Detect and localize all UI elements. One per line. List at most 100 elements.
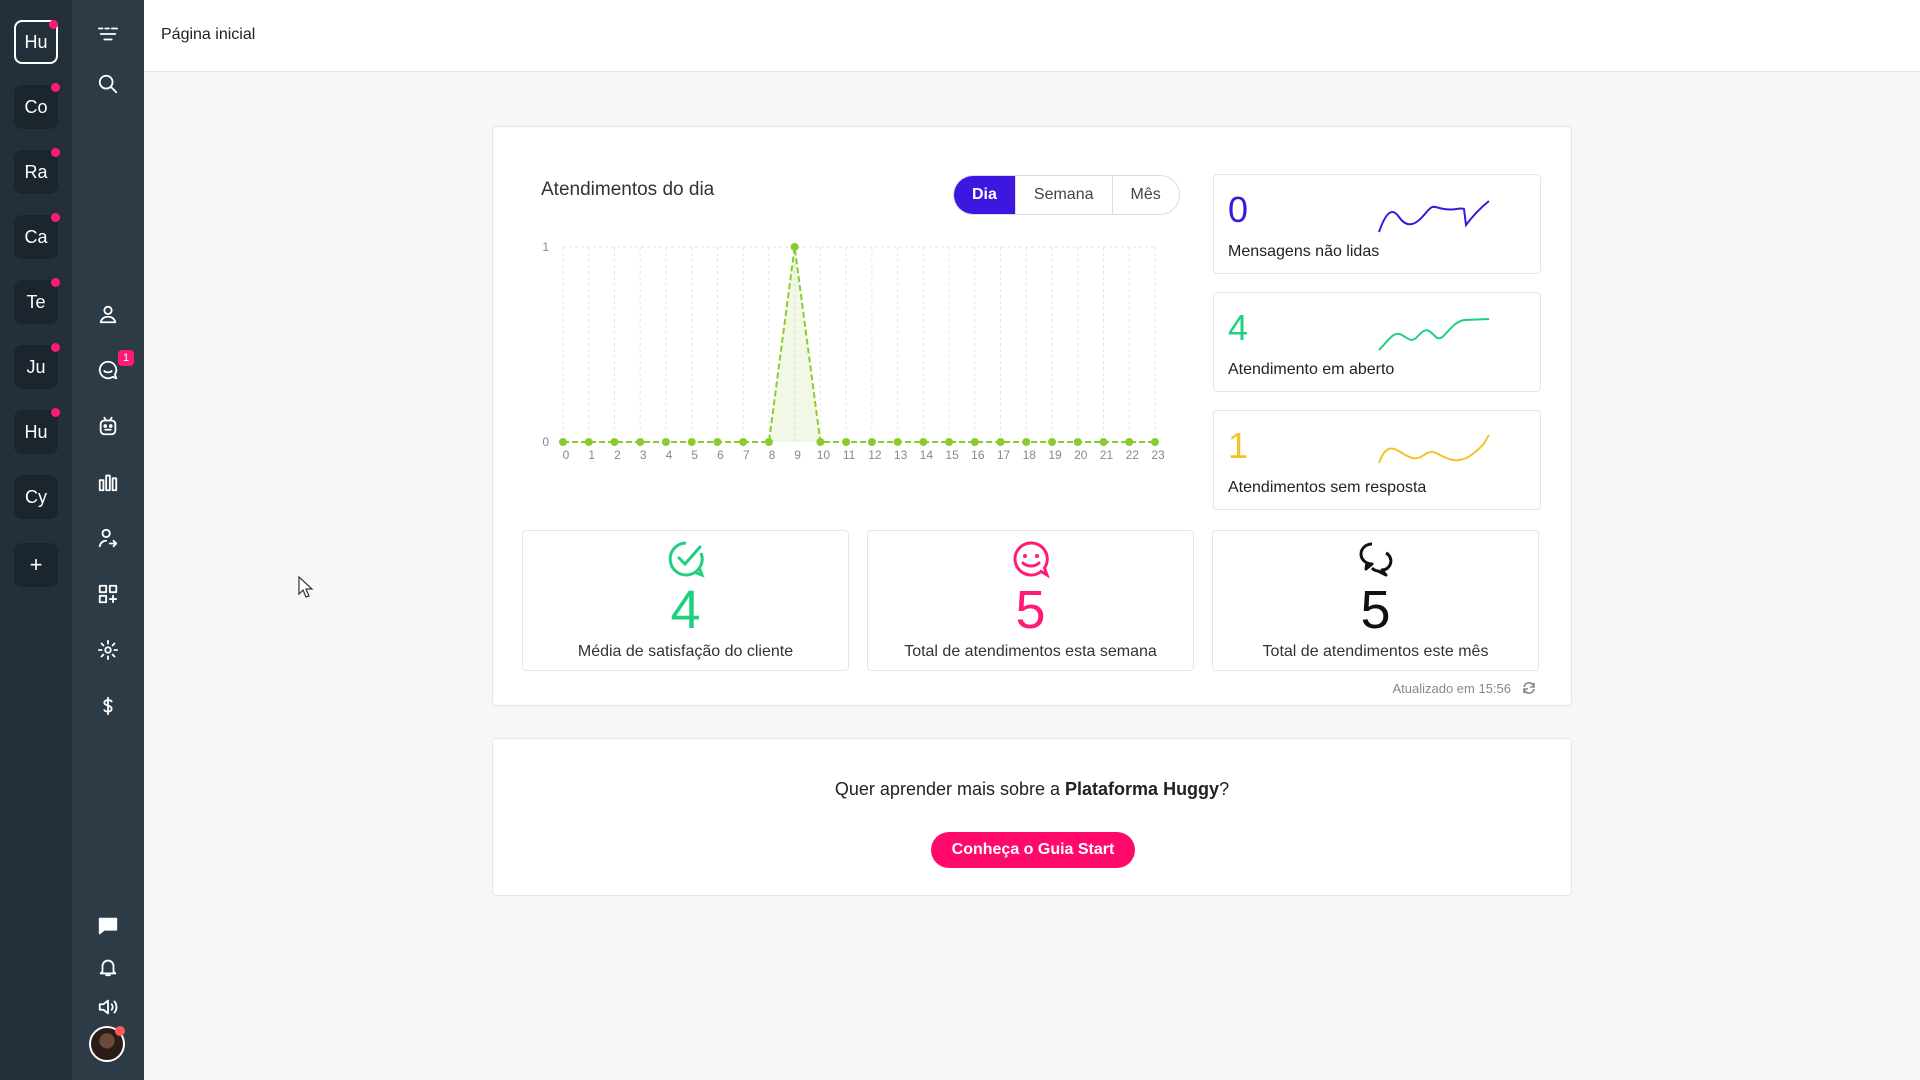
- y-tick-label: 0: [542, 435, 549, 449]
- contacts-icon[interactable]: [96, 302, 120, 326]
- data-point: [893, 438, 902, 446]
- kpi-no-response: 1 Atendimentos sem resposta: [1213, 410, 1541, 510]
- data-point: [919, 438, 928, 446]
- notification-dot: [51, 213, 60, 222]
- attendance-line-chart: 010 1 2 3 4 5 6 7 8 9 10 11 12 13 14 15 16 17 18 19 20 21 22 23: [542, 240, 1165, 462]
- user-avatar[interactable]: [89, 1026, 125, 1062]
- search-icon[interactable]: [96, 72, 120, 96]
- data-point: [945, 438, 954, 446]
- data-point: [661, 438, 670, 446]
- kpi-label: Atendimentos sem resposta: [1228, 479, 1427, 496]
- data-point: [584, 438, 593, 446]
- x-tick-label: 18: [1023, 448, 1037, 462]
- chart-title: Atendimentos do dia: [541, 179, 715, 200]
- data-point: [687, 438, 696, 446]
- data-point: [996, 438, 1005, 446]
- x-tick-label: 17: [997, 448, 1011, 462]
- series-line: [563, 246, 1155, 443]
- kpi-value: 1: [1228, 425, 1249, 466]
- y-tick-label: 1: [542, 240, 549, 254]
- x-tick-label: 9: [794, 448, 801, 462]
- notification-dot: [51, 408, 60, 417]
- updated-text: Atualizado em 15:56: [1392, 680, 1511, 696]
- check-badge-icon: [668, 541, 705, 578]
- apps-icon[interactable]: [96, 582, 120, 606]
- stat-month-total: 5 Total de atendimentos este mês: [1212, 530, 1539, 671]
- stat-satisfaction: 4 Média de satisfação do cliente: [522, 530, 849, 671]
- top-bar: Página inicial: [144, 0, 1920, 72]
- workspace-1[interactable]: Hu: [14, 20, 58, 64]
- billing-icon[interactable]: [96, 694, 120, 718]
- chats-icon[interactable]: 1: [96, 350, 134, 382]
- workspace-2[interactable]: Co: [14, 83, 60, 129]
- x-tick-label: 16: [971, 448, 985, 462]
- x-tick-label: 23: [1151, 448, 1165, 462]
- sparkline: [1378, 318, 1490, 351]
- data-point: [636, 438, 645, 446]
- agents-icon[interactable]: [96, 526, 120, 550]
- data-point: [1048, 438, 1057, 446]
- settings-icon[interactable]: [96, 638, 120, 662]
- add-workspace-button[interactable]: +: [14, 543, 58, 587]
- notification-dot: [51, 278, 60, 287]
- x-tick-label: 5: [691, 448, 698, 462]
- conversation-icon: [1359, 542, 1392, 577]
- data-point: [713, 438, 722, 446]
- period-selector: Dia Semana Mês: [953, 175, 1180, 215]
- kpi-value: 4: [1228, 307, 1249, 348]
- learn-more-card: Quer aprender mais sobre a Plataforma Hu…: [492, 738, 1572, 896]
- messages-icon[interactable]: [96, 914, 120, 938]
- x-tick-label: 0: [563, 448, 570, 462]
- smile-chat-icon: [1013, 541, 1050, 579]
- bot-icon[interactable]: [96, 414, 120, 438]
- page-title: Página inicial: [161, 26, 256, 43]
- stat-label: Total de atendimentos esta semana: [904, 643, 1157, 660]
- x-tick-label: 20: [1074, 448, 1088, 462]
- notification-dot: [51, 83, 60, 92]
- data-point: [1099, 438, 1108, 446]
- x-tick-label: 21: [1100, 448, 1114, 462]
- x-tick-label: 11: [843, 448, 856, 462]
- data-point: [764, 438, 773, 446]
- workspace-5[interactable]: Te: [14, 278, 60, 324]
- guia-start-button[interactable]: Conheça o Guia Start: [931, 832, 1135, 868]
- tab-mes[interactable]: Mês: [1130, 186, 1161, 203]
- sound-icon[interactable]: [96, 995, 120, 1019]
- data-point: [1073, 438, 1082, 446]
- data-point: [1151, 438, 1159, 446]
- updated-status: Atualizado em 15:56: [1392, 680, 1537, 696]
- data-point: [816, 438, 825, 446]
- workspace-7[interactable]: Hu: [14, 408, 60, 454]
- brand-name: Plataforma Huggy: [1065, 779, 1220, 799]
- x-tick-label: 2: [614, 448, 621, 462]
- x-tick-label: 10: [817, 448, 831, 462]
- x-tick-label: 14: [920, 448, 934, 462]
- reports-icon[interactable]: [96, 470, 120, 494]
- data-point: [559, 438, 567, 446]
- x-tick-label: 6: [717, 448, 724, 462]
- workspace-4[interactable]: Ca: [14, 213, 60, 259]
- status-dot: [115, 1026, 125, 1036]
- kpi-label: Atendimento em aberto: [1228, 361, 1395, 378]
- menu-icon[interactable]: [96, 22, 120, 46]
- x-tick-label: 12: [868, 448, 882, 462]
- data-point: [790, 243, 799, 251]
- bell-icon[interactable]: [96, 955, 120, 979]
- kpi-label: Mensagens não lidas: [1228, 243, 1380, 260]
- x-tick-label: 3: [640, 448, 647, 462]
- notification-dot: [49, 20, 58, 29]
- data-point: [867, 438, 876, 446]
- tab-semana[interactable]: Semana: [1016, 176, 1113, 214]
- workspace-8[interactable]: Cy: [14, 475, 58, 519]
- sparkline: [1378, 434, 1490, 464]
- tab-dia[interactable]: Dia: [954, 176, 1016, 214]
- workspace-6[interactable]: Ju: [14, 343, 60, 389]
- x-tick-label: 22: [1126, 448, 1140, 462]
- data-point: [610, 438, 619, 446]
- notification-dot: [51, 148, 60, 157]
- data-point: [1022, 438, 1031, 446]
- workspace-3[interactable]: Ra: [14, 148, 60, 194]
- refresh-icon[interactable]: [1521, 680, 1537, 696]
- workspace-rail: Hu Co Ra Ca Te Ju Hu Cy +: [0, 0, 72, 1080]
